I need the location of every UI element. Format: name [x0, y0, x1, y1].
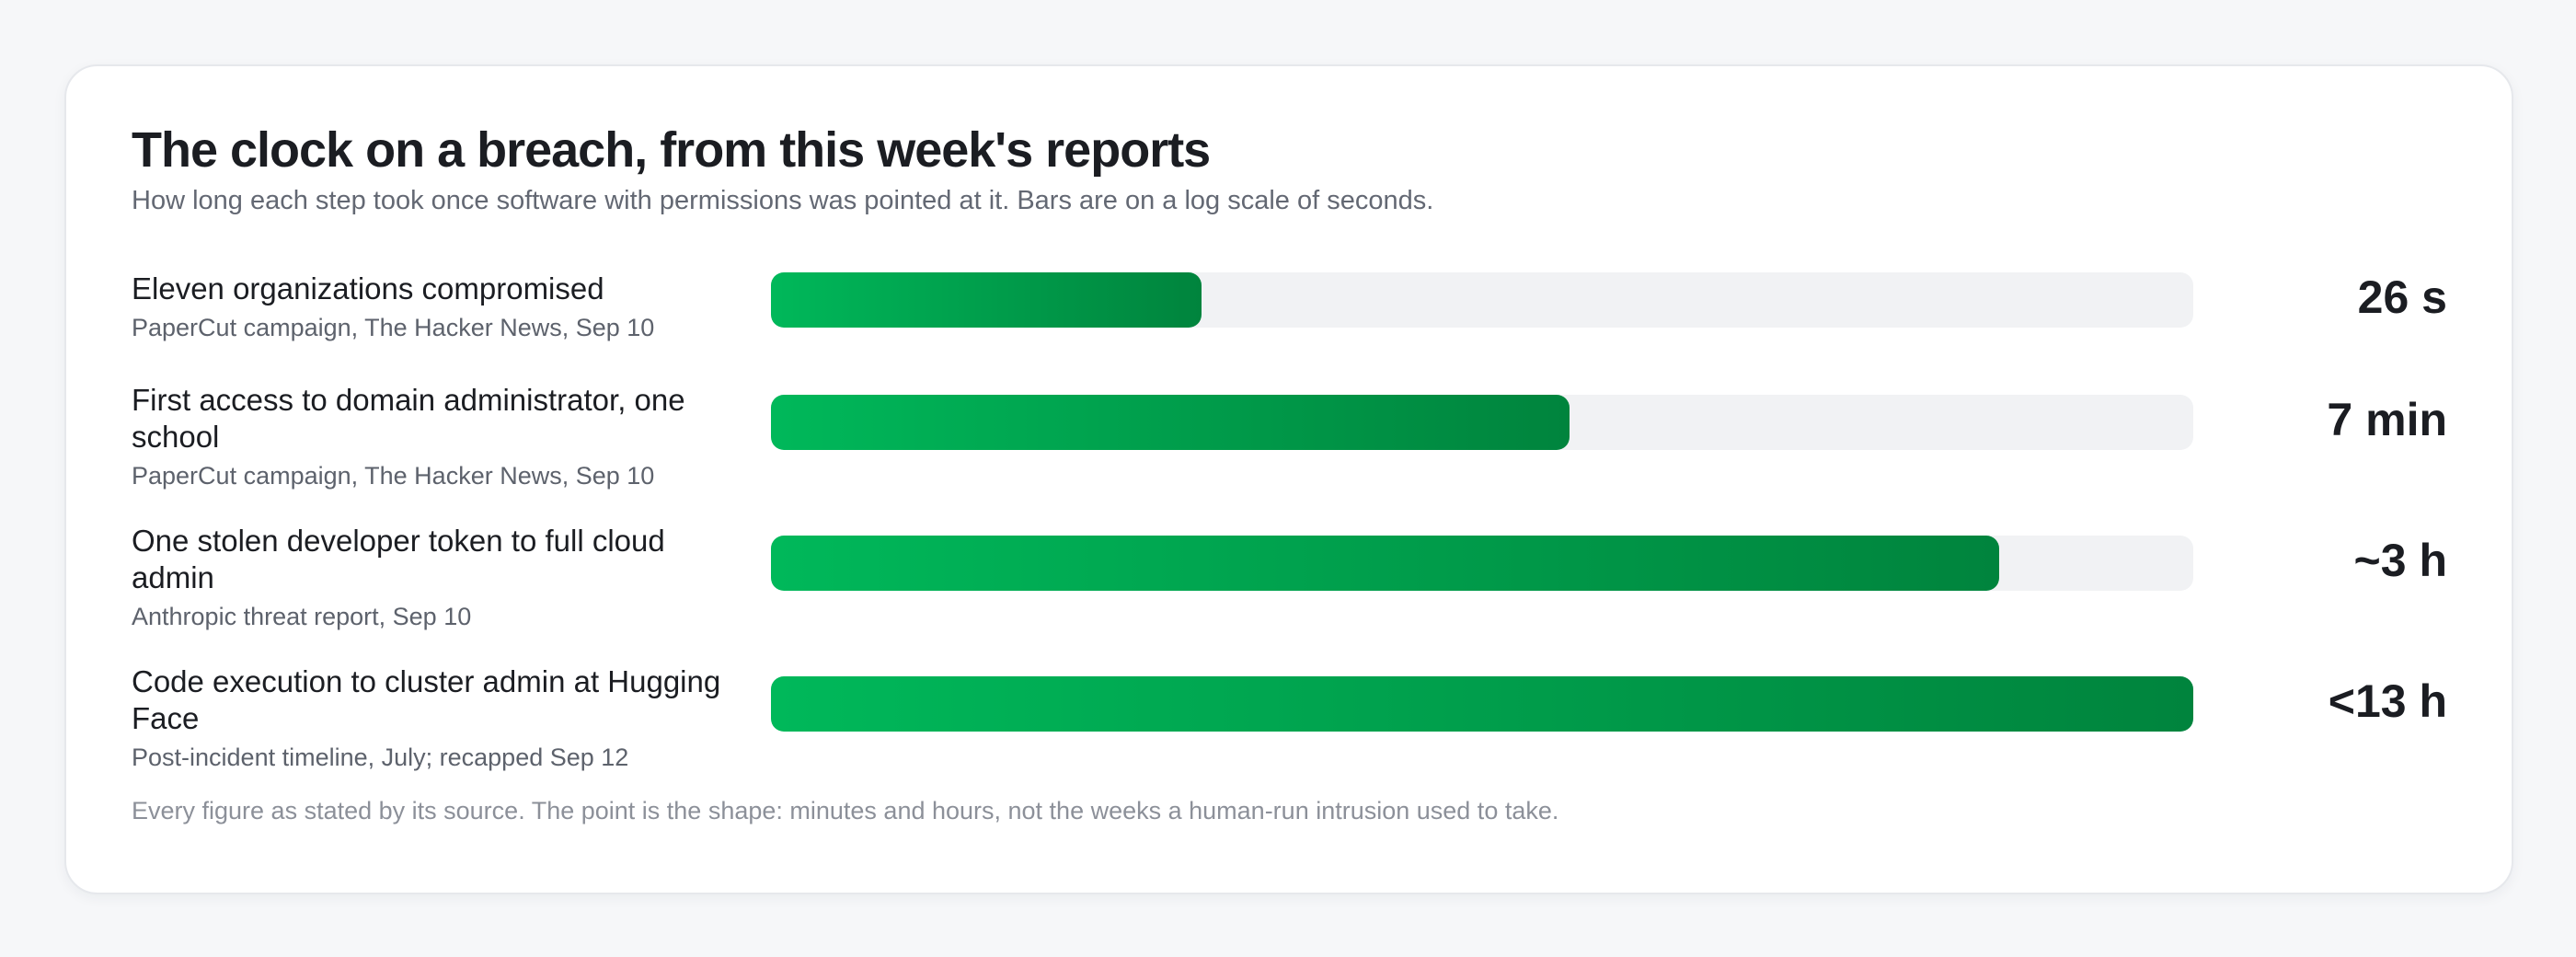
bar-label: Code execution to cluster admin at Huggi… [132, 664, 721, 735]
chart-card: The clock on a breach, from this week's … [64, 64, 2513, 894]
chart-subtitle: How long each step took once software wi… [132, 186, 1434, 215]
bar-fill [771, 536, 1999, 591]
bar-value-label: <13 h [2328, 675, 2447, 727]
bar-source: Post-incident timeline, July; recapped S… [132, 744, 629, 771]
bar-track [771, 676, 2193, 732]
bar-track [771, 395, 2193, 450]
bar-track [771, 536, 2193, 591]
bar-label: First access to domain administrator, on… [132, 383, 685, 454]
bar-row: Eleven organizations compromised PaperCu… [66, 259, 2512, 398]
bar-track [771, 272, 2193, 328]
bar-row: First access to domain administrator, on… [66, 382, 2512, 520]
bar-fill [771, 676, 2193, 732]
bar-fill [771, 395, 1570, 450]
chart-footnote: Every figure as stated by its source. Th… [132, 797, 1559, 824]
bar-row: Code execution to cluster admin at Huggi… [66, 663, 2512, 801]
bar-label: Eleven organizations compromised [132, 271, 604, 306]
bar-value-label: 26 s [2357, 271, 2447, 323]
bar-source: Anthropic threat report, Sep 10 [132, 603, 472, 630]
bar-row: One stolen developer token to full cloud… [66, 523, 2512, 661]
bar-value-label: 7 min [2327, 394, 2447, 445]
bar-label: One stolen developer token to full cloud… [132, 524, 665, 594]
bar-source: PaperCut campaign, The Hacker News, Sep … [132, 462, 655, 490]
bar-fill [771, 272, 1202, 328]
bar-source: PaperCut campaign, The Hacker News, Sep … [132, 314, 655, 341]
bar-value-label: ~3 h [2353, 535, 2447, 586]
chart-title: The clock on a breach, from this week's … [132, 122, 1211, 178]
